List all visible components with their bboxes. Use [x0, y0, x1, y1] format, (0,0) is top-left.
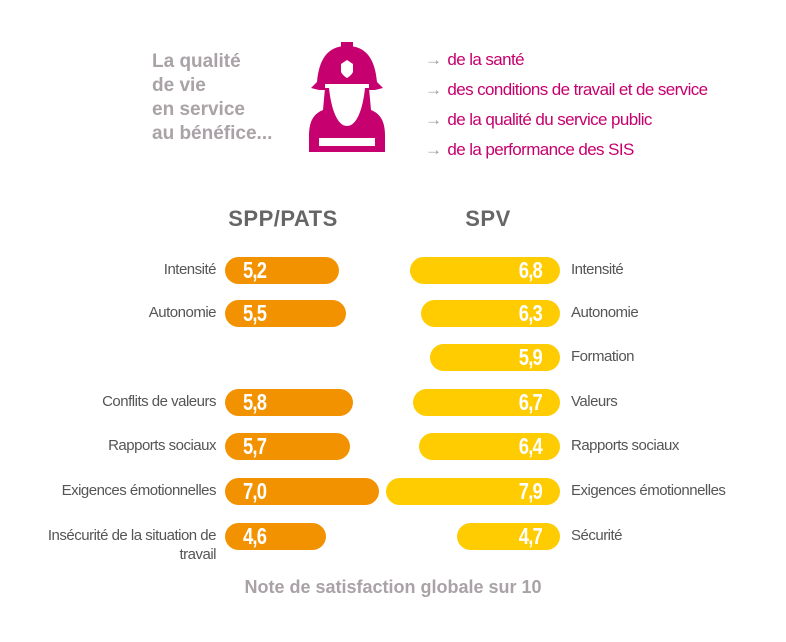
category-label: Formation: [571, 348, 635, 365]
bar: 7,9: [386, 478, 560, 505]
data-label: 5,9: [518, 344, 543, 370]
category-label: Autonomie: [571, 304, 639, 321]
benefit-item: → de la santé: [425, 50, 525, 69]
category-label: Conflits de valeurs: [102, 393, 216, 410]
data-label: 5,5: [243, 300, 267, 326]
data-label: 4,7: [518, 523, 543, 549]
benefits-list: → de la santé → des conditions de travail …: [425, 48, 708, 168]
bar: 6,8: [410, 257, 560, 284]
data-label: 4,6: [243, 523, 267, 549]
category-label: Sécurité: [571, 527, 623, 544]
bar: 5,8: [225, 389, 353, 416]
data-label: 7,9: [518, 478, 543, 504]
bar: 4,6: [225, 523, 327, 550]
x-axis-label: Note de satisfaction globale sur 10: [244, 577, 542, 597]
benefit-item: → de la performance des SIS: [425, 140, 634, 159]
series-header-spv: SPV: [465, 206, 511, 231]
bar: 6,4: [419, 433, 560, 460]
category-label: Autonomie: [148, 304, 217, 321]
series-header-spp-pats: SPP/PATS: [228, 206, 338, 231]
category-label: Intensité: [571, 261, 624, 278]
bar: 7,0: [225, 478, 379, 505]
arrow-right-icon: →: [425, 80, 442, 99]
data-label: 5,7: [243, 433, 267, 459]
category-label: Exigences émotionnelles: [571, 482, 726, 499]
data-label: 6,8: [518, 257, 543, 283]
bar: 6,7: [412, 389, 560, 416]
bar: 5,9: [430, 344, 560, 371]
bar: 4,7: [456, 523, 560, 550]
bar: 6,3: [421, 300, 560, 327]
data-label: 6,4: [518, 433, 543, 459]
arrow-right-icon: →: [425, 110, 442, 129]
data-label: 7,0: [243, 478, 267, 504]
firefighter-icon: [309, 42, 385, 152]
bar: 5,7: [225, 433, 351, 460]
category-label: Rapports sociaux: [571, 437, 679, 454]
category-label: Valeurs: [571, 393, 618, 410]
arrow-right-icon: →: [425, 140, 442, 159]
category-label: Insécurité de la situation de travail: [47, 527, 217, 563]
category-label: Exigences émotionnelles: [61, 482, 217, 499]
intro-line: en service: [152, 99, 245, 120]
benefit-item: → de la qualité du service public: [425, 110, 652, 129]
intro-line: de vie: [152, 75, 206, 96]
intro-line: au bénéfice...: [152, 123, 273, 144]
data-label: 6,7: [518, 389, 543, 415]
intro-text: La qualité de vie en service au bénéfice…: [152, 50, 312, 146]
category-label: Intensité: [163, 261, 217, 278]
arrow-right-icon: →: [425, 50, 442, 69]
bar: 5,5: [225, 300, 346, 327]
intro-line: La qualité: [152, 51, 241, 72]
data-label: 5,2: [243, 257, 267, 283]
data-label: 6,3: [518, 300, 543, 326]
category-label: Rapports sociaux: [108, 437, 216, 454]
data-label: 5,8: [243, 389, 267, 415]
bar: 5,2: [225, 257, 340, 284]
benefit-item: → des conditions de travail et de service: [425, 80, 708, 99]
